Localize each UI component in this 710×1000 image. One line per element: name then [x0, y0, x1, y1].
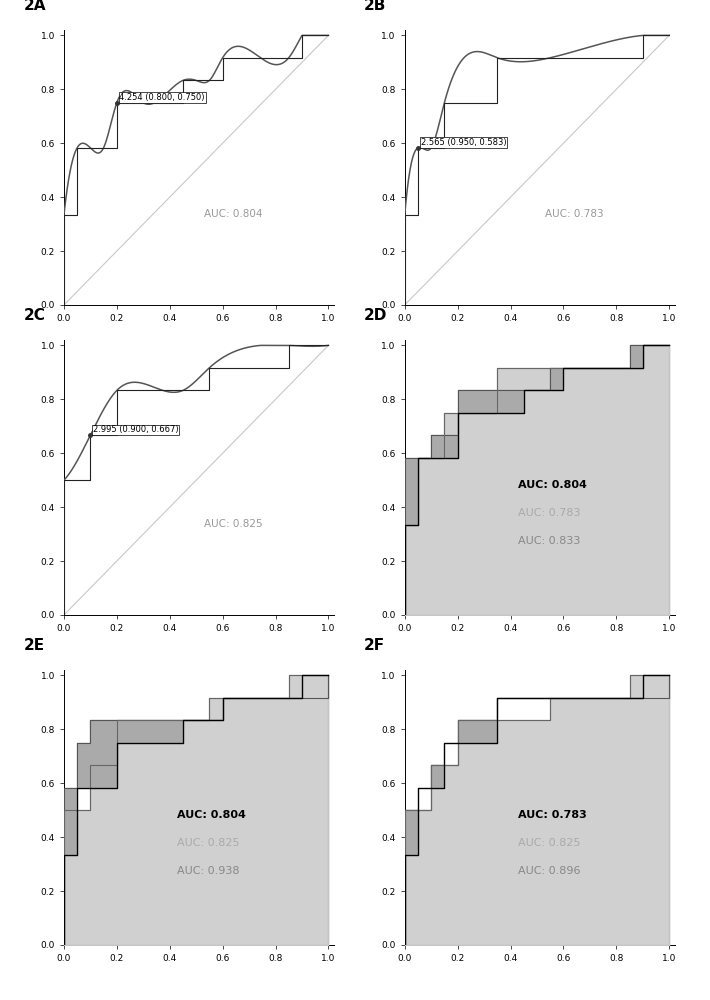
Text: 2A: 2A	[23, 0, 46, 13]
Text: AUC: 0.783: AUC: 0.783	[545, 209, 604, 219]
Text: 2E: 2E	[23, 639, 45, 654]
Text: 2F: 2F	[364, 639, 386, 654]
Text: 2C: 2C	[23, 308, 45, 324]
Text: 2B: 2B	[364, 0, 387, 13]
Text: 2.565 (0.950, 0.583): 2.565 (0.950, 0.583)	[420, 138, 506, 147]
Text: AUC: 0.833: AUC: 0.833	[518, 536, 580, 546]
Text: AUC: 0.783: AUC: 0.783	[518, 508, 581, 518]
Text: 2.995 (0.900, 0.667): 2.995 (0.900, 0.667)	[93, 425, 179, 434]
Text: AUC: 0.938: AUC: 0.938	[178, 865, 240, 876]
Text: AUC: 0.804: AUC: 0.804	[178, 810, 246, 820]
Text: AUC: 0.783: AUC: 0.783	[518, 810, 586, 820]
Text: 2D: 2D	[364, 308, 388, 324]
Text: 4.254 (0.800, 0.750): 4.254 (0.800, 0.750)	[119, 93, 205, 102]
Text: AUC: 0.804: AUC: 0.804	[204, 209, 263, 219]
Text: AUC: 0.804: AUC: 0.804	[518, 481, 587, 490]
Text: AUC: 0.825: AUC: 0.825	[518, 838, 581, 848]
Text: AUC: 0.825: AUC: 0.825	[204, 519, 263, 529]
Text: AUC: 0.896: AUC: 0.896	[518, 865, 581, 876]
Text: AUC: 0.825: AUC: 0.825	[178, 838, 240, 848]
